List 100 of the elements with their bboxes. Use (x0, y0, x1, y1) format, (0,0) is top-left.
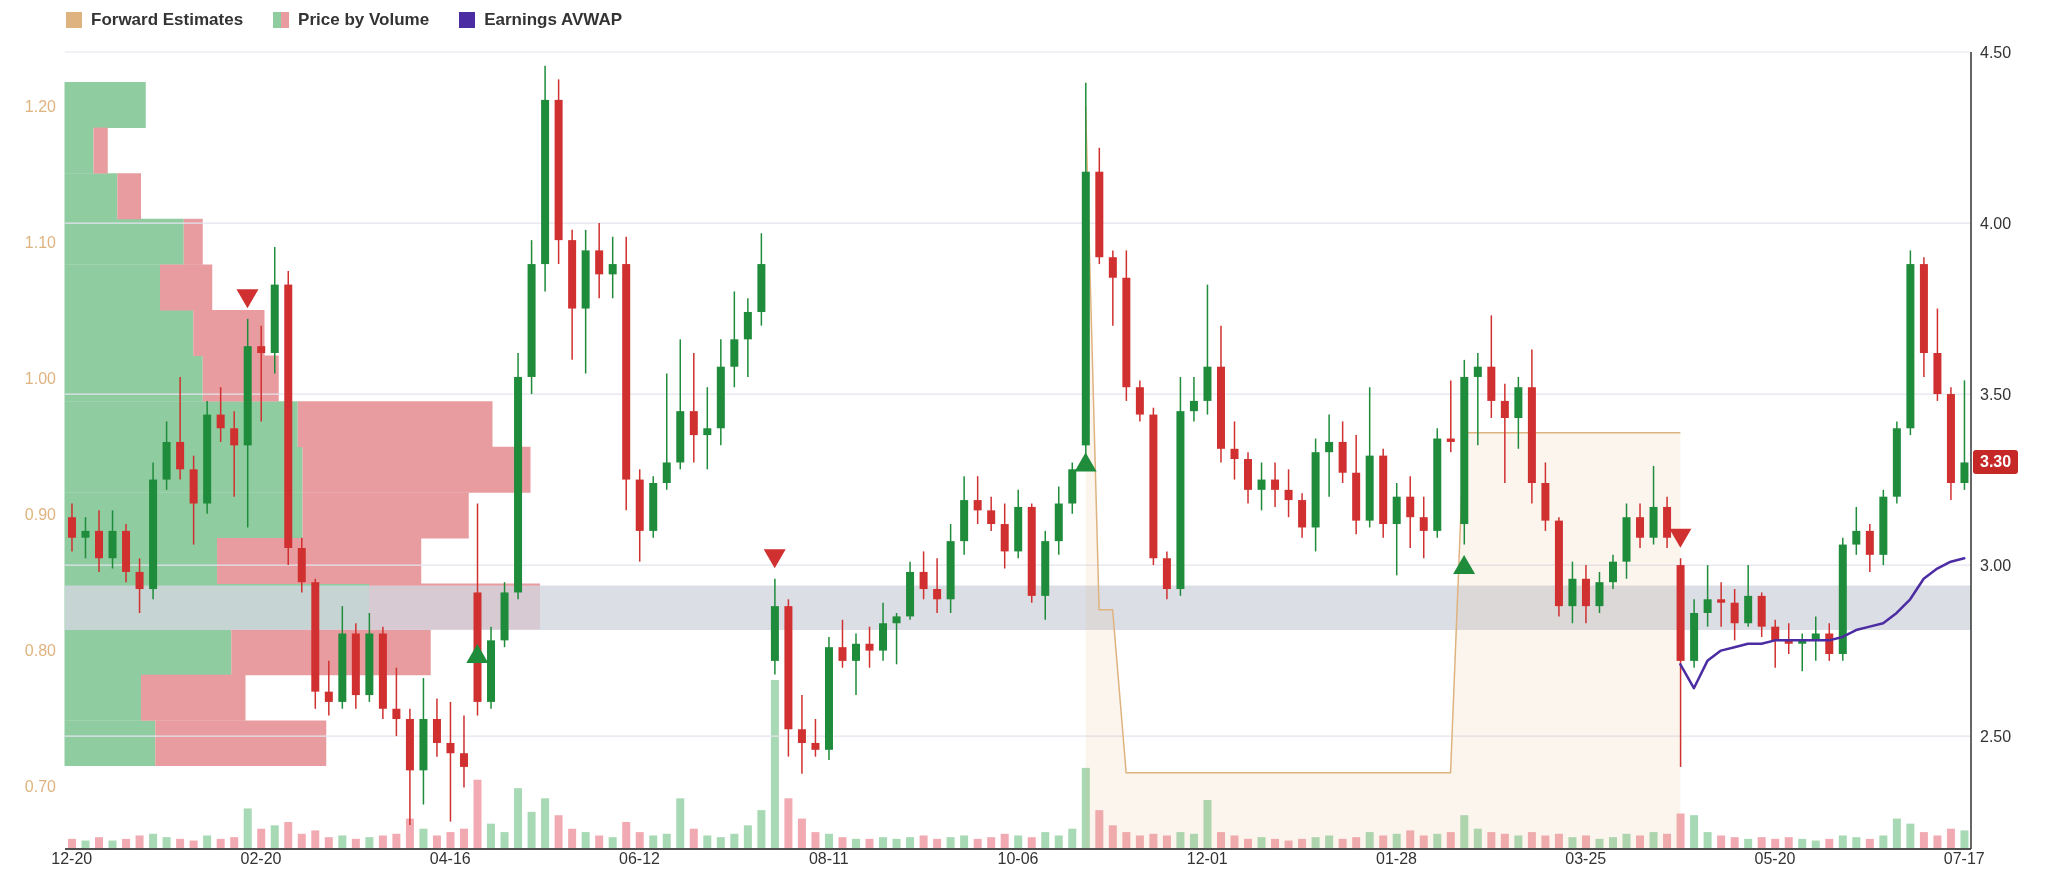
bar (1554, 833, 1563, 849)
bar (1014, 835, 1023, 849)
bar (554, 815, 563, 849)
bar (1216, 832, 1225, 849)
bar (595, 835, 604, 849)
y-tick-label: 4.50 (1980, 43, 2012, 61)
candlestick (1852, 506, 1861, 556)
bar (311, 830, 320, 849)
bar (1946, 828, 1955, 849)
bar (500, 832, 509, 849)
bar (135, 835, 144, 849)
bar (757, 810, 766, 849)
bar (541, 798, 550, 849)
bar (1757, 837, 1766, 849)
x-tick-label: 06-12 (619, 850, 661, 868)
bar (1852, 837, 1861, 849)
bar (162, 837, 171, 849)
point (763, 549, 786, 569)
candlestick (1865, 523, 1874, 573)
point (466, 644, 489, 664)
bar (405, 818, 414, 849)
bar (1176, 832, 1185, 849)
bar (338, 835, 347, 849)
candlestick (973, 475, 982, 525)
point (1669, 528, 1692, 548)
bar (919, 835, 928, 849)
bar (1054, 835, 1063, 849)
candlestick (81, 516, 90, 559)
bar (1838, 835, 1847, 849)
bar (1892, 818, 1901, 849)
legend-label: Price by Volume (298, 10, 430, 30)
point (1453, 555, 1476, 575)
candlestick (838, 619, 847, 669)
x-tick-label: 01-28 (1376, 850, 1418, 868)
bar (1636, 835, 1645, 849)
bar (270, 825, 279, 849)
bar (730, 833, 739, 849)
bar (1500, 833, 1509, 849)
bar (1135, 835, 1144, 849)
bar (811, 832, 820, 849)
bar (95, 837, 104, 849)
x-tick-label: 02-20 (240, 850, 282, 868)
candlestick (67, 502, 76, 553)
bar (1784, 837, 1793, 849)
candlestick (1609, 554, 1617, 590)
candlestick (865, 625, 874, 669)
bar (1446, 832, 1455, 849)
bar (1514, 835, 1523, 849)
candlestick (324, 660, 333, 717)
candlestick (257, 324, 266, 423)
bar (487, 823, 496, 849)
bar (1000, 833, 1009, 849)
bar (1703, 832, 1712, 849)
bar (1325, 835, 1334, 849)
bar (1203, 799, 1212, 849)
bar (1108, 825, 1117, 849)
bar (1379, 835, 1388, 849)
point (236, 289, 259, 309)
bar (1392, 833, 1401, 849)
bar (284, 821, 293, 849)
bar (1068, 828, 1077, 849)
bar (419, 828, 428, 849)
bar (1609, 837, 1617, 849)
bar (1622, 833, 1631, 849)
bar (1041, 832, 1050, 849)
candlestick (1257, 461, 1266, 512)
bar (1568, 837, 1577, 849)
bar (946, 837, 955, 849)
y2-tick-label: 0.70 (24, 778, 57, 796)
x-tick-label: 12-01 (1186, 850, 1228, 868)
line-series (1679, 557, 1966, 690)
candlestick (595, 222, 604, 300)
bar (432, 835, 441, 849)
bar (378, 835, 387, 849)
candlestick (135, 557, 144, 614)
candlestick (919, 550, 928, 601)
bar (297, 833, 306, 849)
bar (514, 788, 523, 849)
bar (1527, 832, 1536, 849)
bar (1676, 813, 1685, 849)
y2-tick-label: 1.10 (24, 234, 57, 252)
bar (662, 833, 671, 849)
candlestick (1230, 420, 1239, 481)
bar (1541, 835, 1550, 849)
bar (784, 798, 793, 849)
bar (987, 837, 996, 849)
bar (1919, 832, 1928, 849)
x-tick-label: 03-25 (1565, 850, 1607, 868)
bar (1649, 832, 1658, 849)
y-tick-label: 3.00 (1980, 556, 2012, 574)
candlestick (230, 410, 239, 498)
bar (203, 835, 212, 849)
bar (392, 833, 401, 849)
bar (906, 837, 915, 849)
bar (635, 832, 644, 849)
candlestick (1595, 571, 1604, 614)
candlestick (703, 386, 712, 471)
bar (1365, 832, 1374, 849)
candlestick (1703, 564, 1712, 628)
y-tick-label: 3.50 (1980, 385, 2012, 403)
